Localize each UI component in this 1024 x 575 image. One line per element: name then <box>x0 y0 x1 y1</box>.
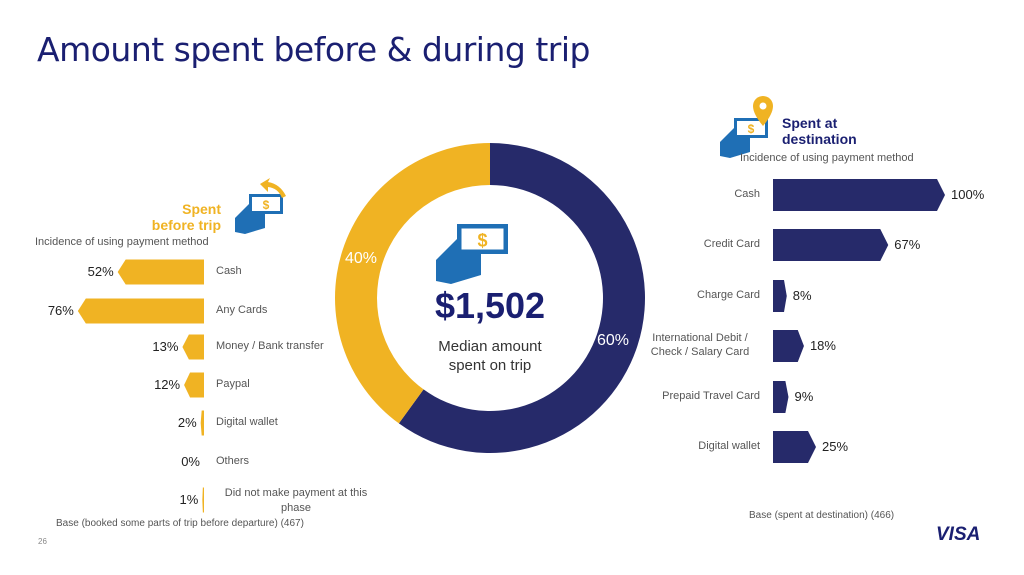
bar-destination <box>773 330 804 362</box>
median-caption-2: spent on trip <box>448 357 532 374</box>
median-caption-1: Median amount <box>438 338 542 355</box>
bar-value-label: 18% <box>809 338 836 353</box>
bar-destination <box>773 179 945 211</box>
bar-value-label: 100% <box>951 187 985 202</box>
bar-value-label: 25% <box>822 439 849 454</box>
bar-value-label: 67% <box>894 237 921 252</box>
before-trip-subtitle: Incidence of using payment method <box>35 236 209 248</box>
bar-before-trip <box>77 298 204 324</box>
bar-before-trip <box>182 334 204 360</box>
bar-category-label: Paypal <box>216 378 250 390</box>
donut-chart <box>335 143 646 454</box>
bar-before-trip <box>184 372 204 398</box>
bar-value-label: 2% <box>177 415 197 430</box>
bar-value-label: 0% <box>181 454 200 469</box>
destination-title-2: destination <box>782 131 857 147</box>
bar-before-trip <box>200 410 204 436</box>
donut-slice <box>335 143 490 424</box>
before-trip-base: Base (booked some parts of trip before d… <box>56 518 304 529</box>
before-trip-title-2: before trip <box>151 217 221 233</box>
slide-title: Amount spent before & during trip <box>37 30 590 69</box>
money-hand-pin-icon: $ <box>720 96 773 158</box>
bar-value-label: 13% <box>152 339 179 354</box>
bar-category-label: Others <box>216 455 250 467</box>
bar-category-label: Cash <box>734 188 760 200</box>
page-number: 26 <box>38 537 47 546</box>
before-trip-bars <box>77 259 204 513</box>
bar-category-label: Digital wallet <box>216 416 278 428</box>
svg-text:$: $ <box>477 231 487 251</box>
bar-category-label: Prepaid Travel Card <box>662 390 760 402</box>
bar-category-label: Credit Card <box>703 238 760 250</box>
bar-value-label: 12% <box>154 377 181 392</box>
bar-value-label: 52% <box>87 264 114 279</box>
bar-value-label: 1% <box>179 492 199 507</box>
donut-slice <box>398 143 646 454</box>
bar-category-label: Any Cards <box>216 304 268 316</box>
destination-title-1: Spent at <box>782 115 838 131</box>
center-money-hand-icon: $ <box>436 224 508 284</box>
bar-value-label: 76% <box>47 303 74 318</box>
bar-destination <box>773 229 889 261</box>
destination-bars <box>773 179 945 463</box>
bar-category-label: Cash <box>216 265 242 277</box>
visa-logo: VISA <box>936 524 981 545</box>
before-trip-title-1: Spent <box>182 201 221 217</box>
bar-category-label: Money / Bank transfer <box>216 340 324 352</box>
bar-category-label: Did not make payment at this phase <box>224 487 368 514</box>
bar-before-trip <box>117 259 204 285</box>
destination-subtitle: Incidence of using payment method <box>740 152 914 164</box>
bar-category-label: International Debit / Check / Salary Car… <box>650 332 750 358</box>
bar-destination <box>773 280 787 312</box>
destination-base: Base (spent at destination) (466) <box>749 510 895 521</box>
bar-category-label: Charge Card <box>697 289 760 301</box>
median-amount: $1,502 <box>434 285 546 326</box>
return-arrow-icon <box>260 178 286 198</box>
bar-category-label: Digital wallet <box>698 440 760 452</box>
bar-before-trip <box>202 487 204 513</box>
svg-text:$: $ <box>748 122 755 136</box>
donut-label-destination: 60% <box>597 332 630 349</box>
bar-destination <box>773 381 789 413</box>
bar-value-label: 9% <box>794 389 814 404</box>
bar-destination <box>773 431 816 463</box>
donut-label-before: 40% <box>345 250 378 267</box>
money-hand-icon: $ <box>235 194 283 234</box>
bar-value-label: 8% <box>792 288 812 303</box>
svg-text:$: $ <box>263 198 270 212</box>
